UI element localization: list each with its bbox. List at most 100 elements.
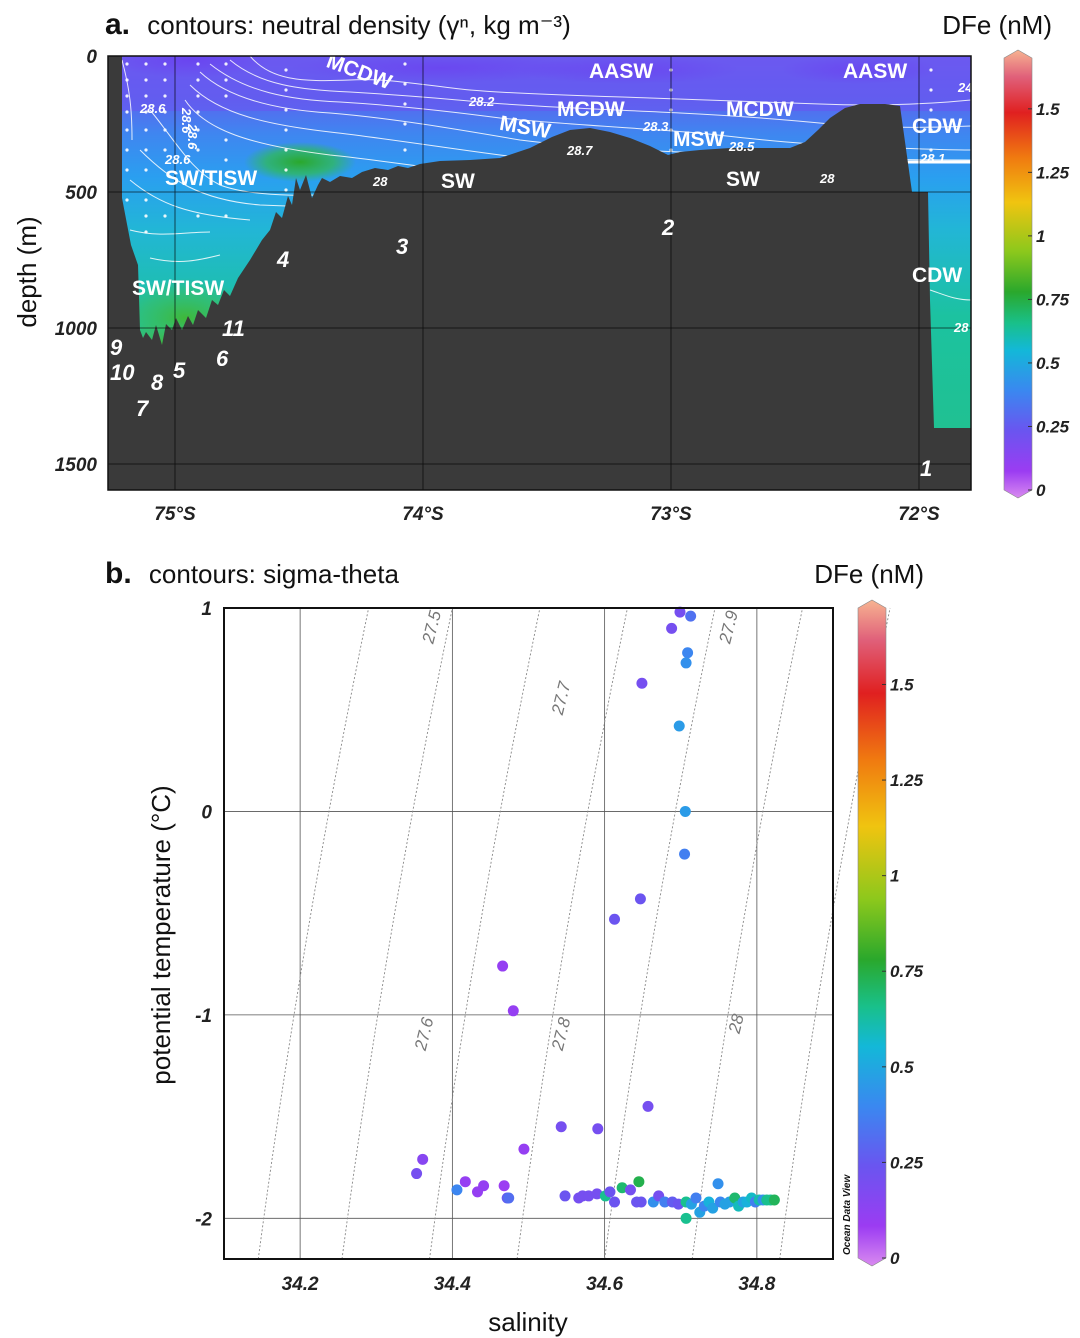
panel-a-title: a. contours: neutral density (γⁿ, kg m⁻³… [105,8,571,41]
ts-diagram: 27.527.627.727.827.928 34.2 34.4 34.6 34.8 … [146,599,891,1337]
colorbar-tick-label: 0 [890,1249,900,1268]
contour-label: 28.6 [139,101,166,116]
contour-label: 28 [819,171,835,186]
water-mass-label: SW [441,170,475,193]
colorbar-tick-label: 0.25 [890,1153,924,1172]
water-mass-label: MCDW [557,98,625,121]
station-number: 2 [661,215,675,240]
colorbar-tick-label: 1 [1036,227,1045,246]
isopycnal-line [516,607,628,1260]
colorbar-tick-label: 1.5 [890,675,914,694]
ts-data-point [682,647,694,659]
ts-data-point [674,606,686,618]
contour-label: 28.6 [185,123,200,150]
ts-x-tick-label: 34.8 [738,1274,775,1295]
water-mass-label: AASW [843,60,907,83]
dfe-maximum-patch [244,142,356,182]
contour-label: 28.5 [728,139,755,154]
contour-labels: 28.6 28.6 28.6 28.6 28.2 28.3 28.5 28.7 … [139,80,973,335]
panel-a-colorbar-title: DFe (nM) [942,10,1052,40]
water-mass-label: CDW [912,115,962,138]
ts-data-point [518,1143,530,1155]
contour-label: 28 [953,320,969,335]
ts-y-tick-label: 1 [201,599,212,620]
panel-b-title: b. contours: sigma-theta [105,557,399,590]
station-number: 11 [222,316,245,341]
ts-data-point [591,1188,603,1200]
station-number: 7 [136,396,150,421]
contour-label: 24 [957,80,973,95]
station-number: 4 [276,247,289,272]
x-tick-label: 75°S [154,504,196,525]
y-tick-label: 1500 [55,455,98,476]
station-column-dots [125,62,129,202]
ts-data-point [609,1196,621,1208]
colorbar-tick-label: 0.75 [1036,290,1070,309]
ts-data-point [666,622,678,634]
ts-data-point [633,1176,645,1188]
station-number: 8 [151,370,164,395]
water-mass-label: SW/TISW [132,277,224,300]
contour-label: 28.7 [566,143,593,158]
ts-data-point [712,1178,724,1190]
panel-b-letter: b. [105,557,132,590]
ts-data-point [685,610,697,622]
ts-data-point [498,1180,510,1192]
isopycnal-line [604,607,716,1260]
ts-data-point [680,657,692,669]
ts-data-point [679,848,691,860]
section-frame [107,55,972,491]
ts-data-point [609,913,621,925]
isopycnal-line [341,607,453,1260]
water-mass-label: AASW [589,60,653,83]
isopycnal-label: 28 [725,1012,748,1036]
water-mass-label: SW [726,168,760,191]
contour-label: 28 [372,174,388,189]
y-tick-label: 500 [65,183,97,204]
panel-a-x-axis: 75°S 74°S 73°S 72°S [154,504,940,525]
station-column-dots [196,62,200,218]
contour-label: 28.6 [179,107,194,134]
colorbar-tick-label: 1.25 [1036,163,1070,182]
ts-data-point [768,1194,780,1206]
contour-label: 28.6 [164,152,191,167]
contour-label: 28.3 [642,119,669,134]
section-plot: 28.6 28.6 28.6 28.6 28.2 28.3 28.5 28.7 … [108,56,973,490]
ts-data-point [673,720,685,732]
water-mass-label: MCDW [726,98,794,121]
ts-x-axis: 34.2 34.4 34.6 34.8 [282,1274,776,1295]
colorbar-tick-label: 1.25 [890,771,924,790]
ts-data-point [680,1212,692,1224]
surface-patch [520,56,740,84]
ts-data-point [555,1121,567,1133]
ts-y-tick-label: 0 [201,802,212,823]
station-number: 5 [173,358,186,383]
water-mass-label: SW/TISW [165,167,257,190]
ts-x-tick-label: 34.6 [586,1274,623,1295]
panel-a-colorbar: 0 0.25 0.5 0.75 1 1.25 1.5 [1003,49,1070,500]
contour-label: 28.1 [919,151,945,166]
contour-label: 28.2 [468,94,495,109]
y-tick-label: 0 [86,47,97,68]
ts-data-point [707,1202,719,1214]
surface-patch [780,56,940,84]
ts-y-axis: 1 0 -1 -2 [195,599,212,1230]
panel-a: a. contours: neutral density (γⁿ, kg m⁻³… [12,8,1070,525]
panel-b-colorbar-title: DFe (nM) [814,559,924,589]
panel-a-y-label: depth (m) [12,216,42,327]
section-gridlines [108,56,971,490]
station-number: 6 [216,346,229,371]
panel-b: b. contours: sigma-theta DFe (nM) 27.527… [105,557,924,1337]
ts-data-point [451,1184,463,1196]
ts-data-point [459,1176,471,1188]
isopycnal-line [691,607,803,1260]
station-column-dots [929,68,933,152]
ts-data-point [559,1190,571,1202]
ts-data-point [616,1182,628,1194]
water-mass-label: CDW [912,264,962,287]
panel-b-title-text: contours: sigma-theta [149,559,400,589]
station-number: 9 [110,335,123,360]
station-number: 1 [920,456,932,481]
ts-data-point [679,805,691,817]
